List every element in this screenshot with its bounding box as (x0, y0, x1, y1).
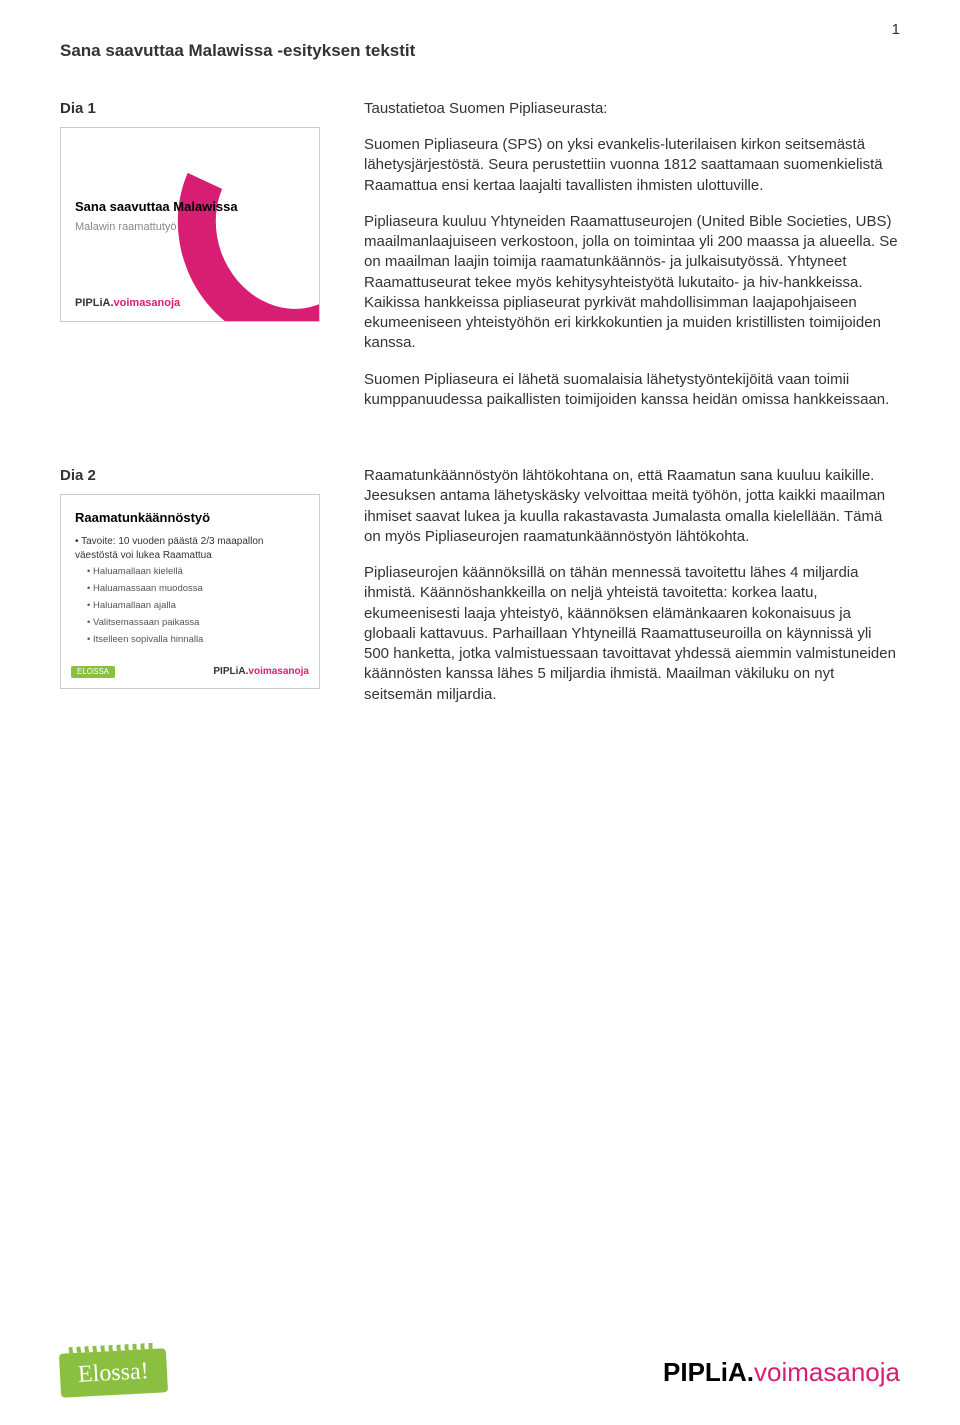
dia1-p1: Suomen Pipliaseura (SPS) on yksi evankel… (364, 135, 900, 196)
page-footer: Elossa! PIPLiA.voimasanoja (60, 1351, 900, 1395)
thumb2-logo-b: voimasanoja (248, 666, 309, 677)
dia1-p3: Suomen Pipliaseura ei lähetä suomalaisia… (364, 370, 900, 411)
dia2-p2: Pipliaseurojen käännöksillä on tähän men… (364, 563, 900, 705)
slide1-thumbnail: Sana saavuttaa Malawissa Malawin raamatt… (60, 127, 320, 322)
thumb2-bullets: • Tavoite: 10 vuoden päästä 2/3 maapallo… (75, 535, 295, 646)
thumb2-elossa-badge: ELOSSA (71, 666, 115, 679)
piplia-logo: PIPLiA.voimasanoja (663, 1355, 900, 1390)
thumb1-logo-a: PIPLiA. (75, 297, 114, 309)
thumb2-title: Raamatunkäännöstyö (75, 509, 210, 527)
thumb1-logo: PIPLiA.voimasanoja (75, 296, 180, 311)
slide2-thumbnail: Raamatunkäännöstyö • Tavoite: 10 vuoden … (60, 494, 320, 689)
thumb2-logo: PIPLiA.voimasanoja (213, 665, 309, 679)
section-dia1: Dia 1 Sana saavuttaa Malawissa Malawin r… (60, 99, 900, 426)
dia1-heading: Taustatietoa Suomen Pipliaseurasta: (364, 99, 900, 119)
piplia-logo-b: voimasanoja (754, 1357, 900, 1387)
page-number: 1 (892, 20, 900, 40)
section-dia2: Dia 2 Raamatunkäännöstyö • Tavoite: 10 v… (60, 466, 900, 721)
thumb1-subtitle: Malawin raamattutyö (75, 220, 177, 235)
thumb2-s5: • Itselleen sopivalla hinnalla (87, 634, 295, 647)
thumb2-s3: • Haluamallaan ajalla (87, 600, 295, 613)
thumb2-s2: • Haluamassaan muodossa (87, 583, 295, 596)
elossa-badge: Elossa! (59, 1348, 168, 1398)
dia2-p1: Raamatunkäännöstyön lähtökohtana on, ett… (364, 466, 900, 547)
thumb2-s4: • Valitsemassaan paikassa (87, 617, 295, 630)
thumb2-main-bullet: • Tavoite: 10 vuoden päästä 2/3 maapallo… (75, 535, 295, 562)
document-title: Sana saavuttaa Malawissa -esityksen teks… (60, 40, 900, 63)
thumb2-logo-a: PIPLiA. (213, 666, 248, 677)
thumb1-title: Sana saavuttaa Malawissa (75, 198, 238, 216)
dia1-label: Dia 1 (60, 99, 340, 119)
dia1-p2: Pipliaseura kuuluu Yhtyneiden Raamattuse… (364, 212, 900, 354)
dia2-label: Dia 2 (60, 466, 340, 486)
thumb2-s1: • Haluamallaan kielellä (87, 566, 295, 579)
thumb1-logo-b: voimasanoja (114, 297, 181, 309)
piplia-logo-a: PIPLiA. (663, 1357, 754, 1387)
